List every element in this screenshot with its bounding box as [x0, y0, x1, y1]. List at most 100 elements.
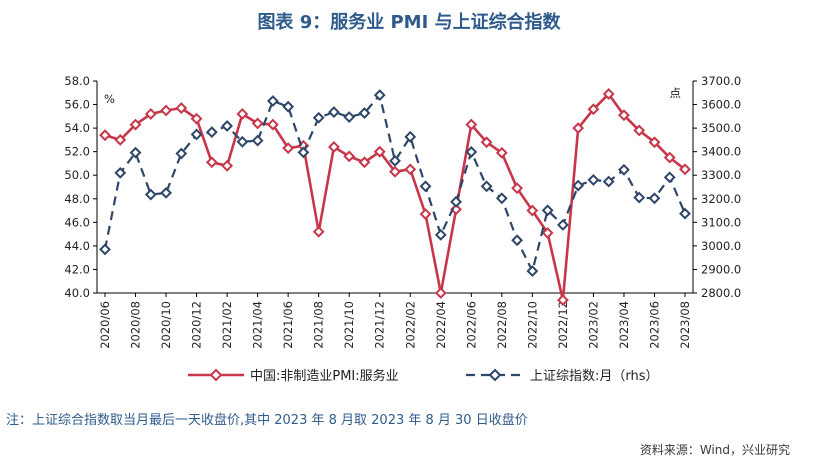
data-point-1 — [144, 188, 157, 201]
data-point-0 — [587, 103, 600, 116]
data-point-0 — [343, 150, 356, 163]
y-left-tick-label: 44.0 — [64, 239, 90, 253]
data-point-1 — [99, 243, 111, 256]
legend-label-0: 中国:非制造业PMI:服务业 — [250, 368, 399, 384]
data-point-1 — [480, 180, 493, 193]
data-point-0 — [282, 142, 295, 155]
data-point-0 — [358, 156, 371, 169]
x-tick-label: 2022/12 — [556, 301, 570, 349]
x-tick-label: 2020/10 — [159, 301, 173, 349]
data-point-1 — [358, 107, 371, 119]
data-point-1 — [205, 126, 218, 139]
x-tick-label: 2023/08 — [678, 301, 692, 349]
y-right-tick-label: 3600.0 — [701, 98, 741, 112]
data-point-1 — [648, 192, 661, 205]
data-point-0 — [419, 208, 432, 221]
legend-label-1: 上证综指数:月（rhs） — [530, 369, 659, 384]
data-point-0 — [511, 182, 524, 195]
data-point-1 — [511, 234, 524, 247]
data-point-1 — [404, 130, 417, 143]
y-left-tick-label: 52.0 — [64, 145, 90, 159]
x-tick-label: 2023/04 — [617, 301, 631, 349]
data-point-1 — [495, 192, 508, 205]
x-tick-label: 2020/08 — [129, 301, 143, 349]
data-point-0 — [618, 109, 630, 122]
x-tick-label: 2021/02 — [220, 301, 234, 349]
series-layer — [99, 88, 691, 306]
data-point-1 — [160, 186, 172, 199]
data-point-0 — [129, 118, 142, 131]
x-tick-label: 2020/12 — [190, 301, 204, 349]
data-point-0 — [99, 129, 111, 142]
y-left-unit-label: % — [104, 92, 115, 106]
y-right-tick-label: 3500.0 — [701, 121, 741, 135]
chart-source: 资料来源：Wind，兴业研究 — [639, 443, 790, 457]
data-point-0 — [434, 287, 447, 299]
data-point-1 — [434, 228, 447, 241]
data-point-0 — [556, 294, 569, 306]
y-left-tick-label: 46.0 — [64, 215, 90, 229]
y-right-tick-label: 3700.0 — [701, 74, 741, 88]
y-right-unit-label: 点 — [670, 86, 682, 100]
x-tick-label: 2022/02 — [403, 301, 417, 349]
data-point-1 — [266, 95, 279, 107]
data-point-1 — [450, 195, 462, 208]
data-point-0 — [160, 104, 172, 117]
data-point-1 — [282, 100, 295, 113]
data-point-1 — [526, 265, 539, 278]
axes — [93, 80, 697, 297]
data-point-0 — [114, 133, 127, 146]
data-point-1 — [297, 146, 310, 159]
data-point-0 — [465, 118, 478, 131]
data-point-1 — [602, 175, 615, 188]
data-point-1 — [129, 146, 142, 159]
data-point-0 — [663, 151, 676, 164]
x-tick-label: 2021/12 — [373, 301, 387, 349]
data-point-1 — [419, 180, 432, 193]
data-point-0 — [221, 159, 234, 172]
data-point-1 — [251, 134, 264, 147]
legend: 中国:非制造业PMI:服务业 上证综指数:月（rhs） — [188, 368, 659, 384]
data-point-1 — [236, 135, 249, 148]
y-right-tick-label: 3100.0 — [701, 215, 741, 229]
y-left-tick-label: 56.0 — [64, 98, 90, 112]
chart-note: 注：上证综合指数取当月最后一天收盘价,其中 2023 年 8 月取 2023 年… — [6, 413, 528, 428]
y-right-tick-label: 2800.0 — [701, 286, 741, 300]
data-point-0 — [236, 108, 249, 120]
y-right-tick-label: 2900.0 — [701, 262, 741, 276]
data-point-0 — [190, 112, 203, 125]
y-right-tick-label: 3300.0 — [701, 168, 741, 182]
data-point-1 — [465, 145, 478, 158]
y-left-tick-label: 40.0 — [64, 286, 90, 300]
data-point-1 — [541, 204, 554, 217]
data-point-0 — [572, 122, 585, 135]
data-point-1 — [114, 166, 127, 179]
data-point-1 — [389, 154, 401, 167]
data-point-0 — [526, 204, 539, 217]
y-left-tick-label: 50.0 — [64, 168, 90, 182]
data-point-0 — [679, 163, 691, 176]
data-point-1 — [175, 147, 188, 160]
data-point-1 — [572, 179, 585, 192]
y-right-tick-label: 3000.0 — [701, 239, 741, 253]
x-tick-label: 2022/04 — [434, 301, 448, 349]
data-point-0 — [175, 102, 188, 115]
x-tick-label: 2023/02 — [586, 301, 600, 349]
data-point-0 — [144, 108, 157, 120]
data-point-1 — [343, 111, 356, 123]
data-point-1 — [679, 207, 691, 220]
data-point-1 — [633, 191, 646, 204]
x-tick-label: 2022/08 — [495, 301, 509, 349]
y-left-tick-label: 48.0 — [64, 192, 90, 206]
legend-marker-1 — [488, 368, 502, 382]
series-line-1 — [103, 93, 687, 273]
data-point-1 — [663, 171, 676, 184]
data-point-1 — [587, 174, 600, 186]
x-tick-label: 2020/06 — [98, 301, 112, 349]
data-point-0 — [602, 88, 615, 100]
x-tick-label: 2021/08 — [312, 301, 326, 349]
tick-labels: 40.0 42.0 44.0 46.0 48.0 50.0 52.0 54.0 56.0 58.0… — [64, 74, 741, 349]
data-point-1 — [556, 219, 569, 231]
y-left-tick-label: 54.0 — [64, 121, 90, 135]
data-point-0 — [633, 124, 646, 137]
